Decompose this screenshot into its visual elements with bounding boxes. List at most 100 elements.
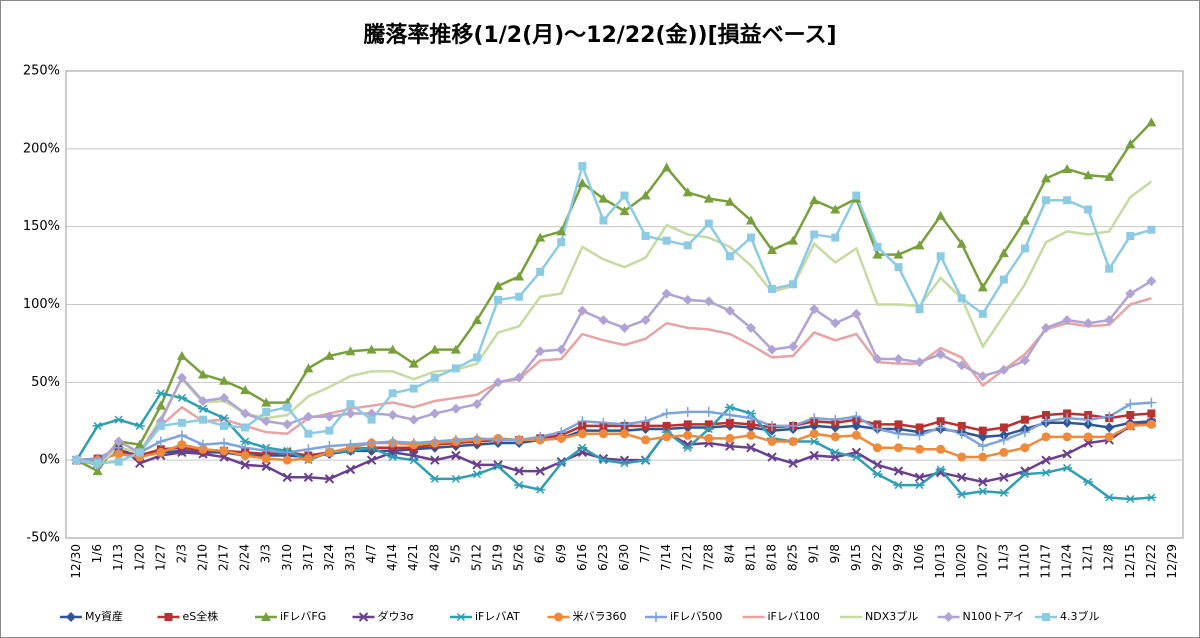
data-point (345, 346, 356, 356)
data-point (177, 418, 186, 427)
legend-label: iFレバFG (280, 610, 326, 623)
data-point (830, 432, 840, 442)
legend-marker (651, 612, 661, 622)
x-tick-label: 11/24 (1060, 544, 1074, 579)
x-tick-label: 10/20 (954, 544, 968, 579)
data-point (704, 433, 714, 443)
data-point (682, 443, 693, 452)
data-point (471, 433, 482, 444)
data-point (724, 410, 735, 421)
data-point (935, 422, 946, 433)
x-tick-label: 4/21 (406, 544, 420, 571)
data-point (935, 210, 946, 220)
data-point (998, 248, 1009, 258)
data-point (430, 455, 440, 465)
data-point (197, 369, 208, 379)
data-point (535, 466, 545, 476)
data-point (703, 296, 714, 307)
data-point (303, 472, 314, 482)
data-point (409, 384, 418, 393)
data-point (451, 450, 461, 461)
data-point (1147, 225, 1156, 234)
data-point (1083, 414, 1094, 425)
data-point (387, 344, 398, 354)
data-point (620, 429, 629, 439)
data-point (1125, 288, 1136, 299)
data-point (324, 350, 335, 360)
x-tick-label: 12/15 (1123, 544, 1137, 579)
data-point (703, 193, 714, 203)
data-point (535, 346, 546, 357)
data-point (557, 238, 566, 247)
y-tick-label: 150% (23, 219, 60, 234)
data-point (914, 240, 925, 250)
data-point (471, 399, 482, 410)
data-point (662, 421, 671, 430)
data-point (387, 436, 398, 447)
data-point (367, 415, 376, 424)
x-tick-label: 6/16 (575, 544, 589, 571)
data-point (935, 465, 946, 474)
data-point (114, 457, 123, 466)
plot-border (65, 70, 1184, 539)
data-point (893, 249, 904, 259)
data-point (999, 447, 1009, 457)
data-point (1020, 244, 1029, 253)
data-point (387, 410, 398, 421)
x-tick-label: 3/10 (280, 544, 294, 571)
data-point (978, 452, 988, 462)
data-point (471, 315, 482, 325)
data-point (535, 431, 546, 442)
data-point (894, 263, 903, 272)
data-point (703, 406, 714, 417)
series-line (76, 280, 1153, 467)
data-point (977, 487, 988, 496)
data-point (577, 416, 588, 427)
data-point (704, 420, 713, 429)
data-point (387, 453, 398, 462)
data-point (872, 249, 883, 259)
data-point (451, 364, 460, 373)
legend-marker (456, 612, 466, 622)
data-point (155, 436, 166, 447)
data-point (893, 466, 904, 476)
x-tick-label: 12/30 (69, 544, 83, 579)
legend-marker (261, 612, 271, 621)
data-point (682, 187, 693, 197)
series-line (76, 401, 1152, 462)
x-tick-label: 5/26 (512, 544, 526, 571)
data-point (956, 490, 967, 499)
data-point (556, 427, 567, 438)
data-point (1062, 164, 1073, 174)
data-point (851, 430, 861, 440)
data-point (914, 472, 925, 482)
x-tick-label: 3/24 (322, 544, 336, 571)
data-point (662, 432, 672, 442)
data-point (788, 420, 799, 431)
data-point (767, 452, 777, 462)
x-tick-label: 8/11 (743, 544, 757, 571)
data-point (219, 375, 230, 385)
data-point (788, 458, 798, 468)
data-point (240, 442, 251, 453)
data-point (768, 284, 777, 293)
legend-label: eS全株 (183, 609, 219, 623)
x-tick-label: 12/1 (1081, 544, 1095, 571)
x-tick-label: 6/2 (533, 544, 547, 563)
data-point (176, 350, 187, 360)
data-point (1042, 196, 1051, 205)
data-point (1041, 432, 1051, 442)
x-tick-label: 9/8 (828, 544, 842, 563)
data-point (999, 275, 1008, 284)
data-point (873, 242, 882, 251)
data-point (177, 447, 187, 458)
data-point (450, 474, 461, 483)
data-point (134, 439, 145, 449)
data-point (493, 377, 504, 388)
data-point (177, 440, 187, 450)
x-tick-label: 5/19 (491, 544, 505, 571)
data-point (977, 441, 988, 452)
data-point (472, 460, 482, 470)
data-point (429, 408, 440, 419)
